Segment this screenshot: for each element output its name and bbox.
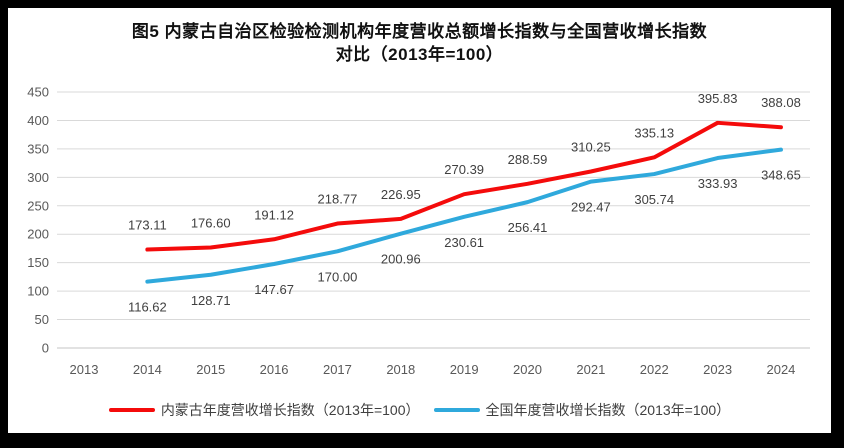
chart-title-line2: 对比（2013年=100） xyxy=(335,45,504,64)
x-axis-tick-label: 2014 xyxy=(133,362,162,377)
data-label: 226.95 xyxy=(381,187,421,202)
data-label: 395.83 xyxy=(698,91,738,106)
data-label: 388.08 xyxy=(761,95,801,110)
series-line-1 xyxy=(145,147,783,284)
y-axis-tick-label: 400 xyxy=(27,113,49,128)
legend-marker-blue xyxy=(433,408,480,412)
legend-marker-red xyxy=(108,408,155,412)
series-line-0 xyxy=(145,120,783,252)
data-label: 230.61 xyxy=(444,235,484,250)
x-axis-tick-label: 2023 xyxy=(703,362,732,377)
data-label: 348.65 xyxy=(761,168,801,183)
x-axis-tick-label: 2013 xyxy=(70,362,99,377)
chart-legend: 内蒙古年度营收增长指数（2013年=100） 全国年度营收增长指数（2013年=… xyxy=(8,400,831,420)
data-label: 170.00 xyxy=(318,269,358,284)
legend-label-neimenggu: 内蒙古年度营收增长指数（2013年=100） xyxy=(160,402,420,418)
legend-label-national: 全国年度营收增长指数（2013年=100） xyxy=(485,402,731,418)
chart-title-line1: 图5 内蒙古自治区检验检测机构年度营收总额增长指数与全国营收增长指数 xyxy=(131,22,708,41)
legend-item-national: 全国年度营收增长指数（2013年=100） xyxy=(433,400,731,420)
x-axis-tick-label: 2022 xyxy=(640,362,669,377)
data-label: 305.74 xyxy=(634,192,674,207)
data-label: 176.60 xyxy=(191,216,231,231)
y-axis-tick-label: 300 xyxy=(27,170,49,185)
y-axis-tick-label: 250 xyxy=(27,198,49,213)
data-label: 288.59 xyxy=(508,152,548,167)
legend-item-neimenggu: 内蒙古年度营收增长指数（2013年=100） xyxy=(108,400,420,420)
data-label: 147.67 xyxy=(254,282,294,297)
x-axis-tick-label: 2024 xyxy=(766,362,795,377)
x-axis-tick-label: 2017 xyxy=(323,362,352,377)
data-label: 310.25 xyxy=(571,140,611,155)
x-axis-tick-label: 2019 xyxy=(450,362,479,377)
data-label: 333.93 xyxy=(698,176,738,191)
data-label: 335.13 xyxy=(634,125,674,140)
data-label: 200.96 xyxy=(381,252,421,267)
y-axis-tick-label: 350 xyxy=(27,141,49,156)
data-label: 116.62 xyxy=(128,300,167,315)
x-axis-tick-label: 2016 xyxy=(260,362,289,377)
y-axis-tick-label: 150 xyxy=(27,255,49,270)
y-axis-tick-label: 50 xyxy=(35,312,49,327)
x-axis-tick-label: 2021 xyxy=(576,362,605,377)
y-axis-tick-label: 100 xyxy=(27,284,49,299)
data-label: 256.41 xyxy=(508,220,548,235)
y-axis-tick-label: 450 xyxy=(27,85,49,100)
chart-title: 图5 内蒙古自治区检验检测机构年度营收总额增长指数与全国营收增长指数 对比（20… xyxy=(8,20,831,66)
data-label: 191.12 xyxy=(254,207,294,222)
x-axis-tick-label: 2015 xyxy=(196,362,225,377)
y-axis-tick-label: 0 xyxy=(42,341,49,356)
data-label: 128.71 xyxy=(191,293,231,308)
y-axis-tick-label: 200 xyxy=(27,227,49,242)
data-label: 270.39 xyxy=(444,162,484,177)
data-label: 292.47 xyxy=(571,200,611,215)
data-label: 173.11 xyxy=(128,218,167,233)
x-axis-tick-label: 2020 xyxy=(513,362,542,377)
line-chart: 0 50 100 150 200 250 300 350 400 450 2013 2014 2015 2… xyxy=(27,85,810,377)
data-label: 218.77 xyxy=(318,192,358,207)
chart-canvas: 图5 内蒙古自治区检验检测机构年度营收总额增长指数与全国营收增长指数 对比（20… xyxy=(8,8,831,433)
x-axis-tick-label: 2018 xyxy=(386,362,415,377)
